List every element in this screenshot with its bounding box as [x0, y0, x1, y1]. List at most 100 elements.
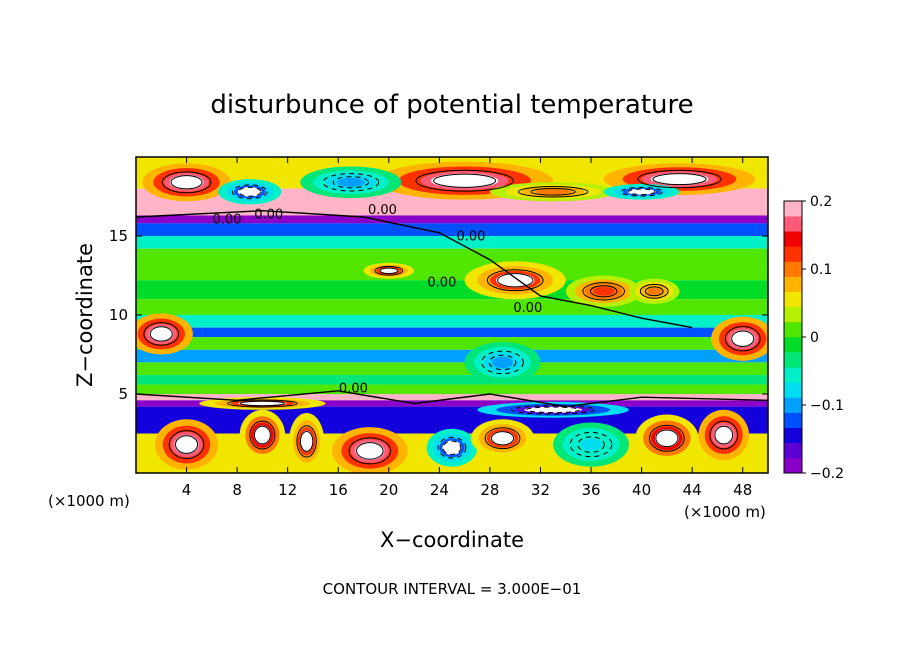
colorbar-segment-6: [784, 367, 802, 383]
contour-label-1: 0.00: [254, 208, 283, 223]
contour-line-20-1: [577, 436, 605, 453]
colorbar-segment-4: [784, 397, 802, 413]
heatmap-feature-9-level-3: [647, 287, 662, 295]
contour-line-9-0: [639, 283, 669, 299]
colorbar-segment-7: [784, 352, 802, 368]
colorbar: 0.2 0.1 0 −0.1 −0.2: [783, 194, 844, 482]
heatmap-features: [136, 161, 768, 473]
contour-line-3-1: [238, 186, 262, 197]
x-tick-label-36: 36: [581, 481, 600, 499]
contour-line-10-0: [374, 265, 404, 276]
y-tick-label-5: 5: [118, 385, 128, 403]
x-tick-label-32: 32: [531, 481, 550, 499]
contour-lines: [136, 169, 768, 465]
contour-line-10-1: [379, 267, 399, 275]
plot-area: [136, 157, 768, 473]
heatmap-feature-19-core: [490, 431, 515, 446]
contour-line-14-1: [175, 435, 199, 454]
contour-line-21-1: [655, 429, 679, 448]
zero-contour-1: [136, 390, 768, 408]
x-axis-label: X−coordinate: [380, 528, 524, 552]
chart-title: disturbunce of potential temperature: [210, 90, 693, 120]
x-tick-label-4: 4: [182, 481, 192, 499]
contour-line-23-0: [510, 404, 596, 415]
heatmap-band-2: [136, 215, 768, 224]
heatmap-band-3: [136, 223, 768, 236]
colorbar-segment-15: [784, 231, 802, 247]
contour-label-2: 0.00: [368, 203, 397, 218]
contour-line-8-0: [582, 282, 626, 301]
colorbar-tick-label-4: −0.2: [810, 466, 844, 482]
contour-label-3: 0.00: [456, 230, 485, 245]
heatmap-band-15: [136, 384, 768, 394]
colorbar-segment-5: [784, 382, 802, 398]
heatmap-band-11: [136, 337, 768, 350]
heatmap-band-4: [136, 236, 768, 249]
contour-label-0: 0.00: [213, 212, 242, 227]
heatmap-feature-6-core: [627, 188, 657, 195]
heatmap-band-9: [136, 315, 768, 328]
contour-line-17-0: [348, 437, 392, 465]
colorbar-tick-label-1: 0.1: [810, 262, 832, 278]
heatmap-band-8: [136, 299, 768, 315]
heatmap-feature-12-core: [730, 330, 755, 348]
contour-line-8-1: [589, 285, 618, 298]
heatmap-band-5: [136, 248, 768, 265]
colorbar-tick-label-3: −0.1: [810, 398, 844, 414]
colorbar-segment-0: [784, 457, 802, 474]
contour-line-23-1: [526, 406, 581, 414]
heatmap-feature-1-core: [650, 173, 709, 186]
colorbar-segment-13: [784, 261, 802, 277]
colorbar-segment-16: [784, 216, 802, 232]
contour-line-18-1: [442, 440, 462, 455]
y-axis-label: Z−coordinate: [73, 243, 97, 387]
colorbar-segment-2: [784, 427, 802, 444]
x-tick-label-12: 12: [278, 481, 297, 499]
contour-line-20-0: [569, 431, 613, 458]
contour-line-12-0: [724, 326, 761, 352]
heatmap-feature-5-level-3: [535, 189, 571, 195]
heatmap-feature-24-core: [238, 401, 287, 406]
colorbar-tick-label-2: 0: [810, 330, 819, 346]
zero-contour-0: [136, 209, 693, 329]
contour-line-15-0: [249, 420, 276, 450]
colorbar-tick-label-0: 0.2: [810, 194, 832, 210]
contour-line-0-1: [433, 173, 497, 188]
contour-interval-footer: CONTOUR INTERVAL = 3.000E−01: [323, 580, 582, 598]
x-tick-label-40: 40: [632, 481, 651, 499]
contour-line-4-0: [322, 173, 380, 192]
contour-line-5-0: [517, 186, 589, 198]
y-tick-label-10: 10: [109, 306, 128, 324]
contour-line-5-1: [530, 187, 576, 196]
contour-line-13-0: [481, 350, 524, 375]
heatmap-feature-8-level-3: [593, 286, 615, 296]
contour-line-14-0: [168, 430, 205, 459]
x-axis-ticks: 4 8 12 16 20 24 28 32 36 40 44 48: [182, 157, 752, 499]
heatmap-band-13: [136, 362, 768, 376]
heatmap-band-10: [136, 327, 768, 338]
x-tick-label-44: 44: [683, 481, 702, 499]
contour-line-18-0: [437, 436, 467, 459]
heatmap-band-12: [136, 349, 768, 363]
heatmap-feature-18-core: [442, 440, 462, 455]
heatmap-feature-10-core: [379, 267, 399, 274]
contour-line-21-0: [649, 424, 685, 452]
contour-line-24-1: [239, 400, 286, 407]
colorbar-segment-1: [784, 442, 802, 459]
contour-line-12-1: [731, 330, 755, 347]
heatmap-feature-0-core: [431, 173, 499, 188]
heatmap-feature-7-core: [495, 273, 535, 288]
contour-line-1-0: [637, 169, 722, 189]
y-axis-ticks: 5 10 15: [109, 227, 768, 403]
x-tick-label-16: 16: [329, 481, 348, 499]
heatmap-band-16: [136, 394, 768, 401]
contour-label-6: 0.00: [339, 381, 368, 396]
x-tick-label-20: 20: [379, 481, 398, 499]
x-tick-label-8: 8: [232, 481, 242, 499]
colorbar-segment-10: [784, 306, 802, 323]
heatmap-feature-22-core: [714, 425, 734, 445]
x-tick-label-28: 28: [480, 481, 499, 499]
contour-line-2-0: [161, 171, 212, 194]
contour-line-16-1: [299, 430, 314, 452]
